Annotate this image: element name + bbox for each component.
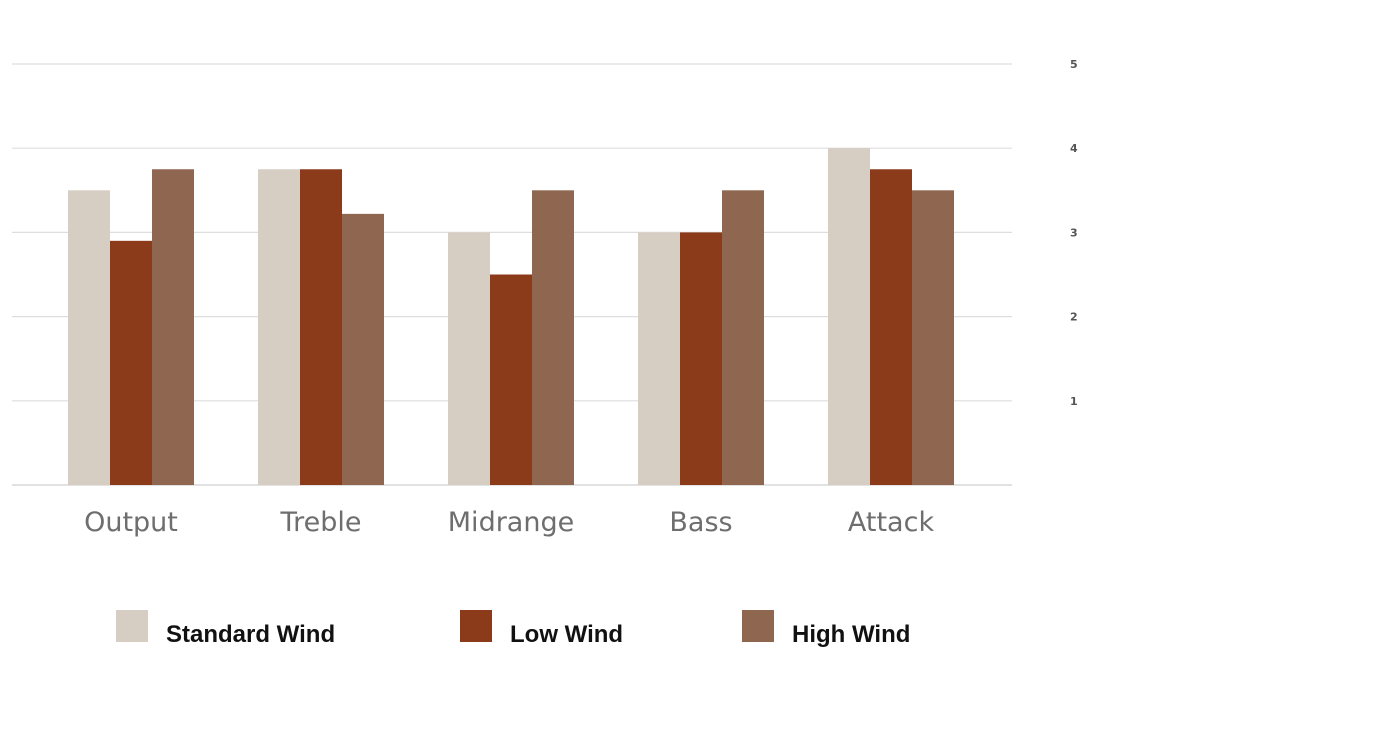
legend-label: High Wind: [792, 621, 910, 648]
bar-treble-high-wind: [342, 213, 384, 485]
bar-attack-low-wind: [870, 169, 912, 485]
x-category-label: Midrange: [448, 507, 574, 538]
bars: [68, 148, 954, 486]
x-axis-categories: Output Treble Midrange Bass Attack: [84, 507, 934, 538]
bar-midrange-standard-wind: [448, 232, 490, 485]
legend-label: Standard Wind: [166, 621, 335, 648]
x-category-label: Output: [84, 507, 178, 538]
bar-output-high-wind: [152, 169, 194, 485]
bar-output-low-wind: [110, 240, 152, 485]
legend: Standard Wind Low Wind High Wind: [116, 610, 910, 648]
legend-swatch: [742, 610, 774, 642]
bar-bass-standard-wind: [638, 232, 680, 485]
y-tick-label: 4: [1070, 142, 1078, 155]
y-tick-label: 1: [1070, 395, 1078, 408]
bar-attack-standard-wind: [828, 148, 870, 485]
bar-treble-standard-wind: [258, 169, 300, 485]
bar-midrange-high-wind: [532, 190, 574, 486]
legend-swatch: [116, 610, 148, 642]
bar-attack-high-wind: [912, 190, 954, 486]
y-tick-label: 3: [1070, 226, 1078, 239]
bar-output-standard-wind: [68, 190, 110, 486]
bar-bass-low-wind: [680, 232, 722, 485]
y-axis-ticks: 1 2 3 4 5: [1070, 58, 1078, 408]
bar-treble-low-wind: [300, 169, 342, 485]
x-category-label: Attack: [848, 507, 935, 538]
legend-swatch: [460, 610, 492, 642]
legend-label: Low Wind: [510, 621, 623, 648]
y-tick-label: 2: [1070, 311, 1078, 324]
y-tick-label: 5: [1070, 58, 1078, 71]
bar-bass-high-wind: [722, 190, 764, 486]
x-category-label: Treble: [280, 507, 362, 538]
bar-midrange-low-wind: [490, 274, 532, 485]
x-category-label: Bass: [669, 507, 732, 538]
